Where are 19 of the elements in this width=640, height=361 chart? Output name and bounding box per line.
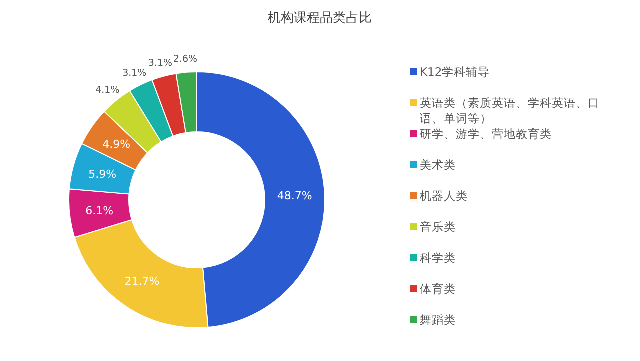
legend-label: 英语类（素质英语、学科英语、口语、单词等）: [420, 96, 600, 126]
legend-label: 科学类: [420, 251, 456, 266]
data-label: 4.9%: [102, 138, 131, 151]
data-label: 3.1%: [122, 68, 147, 79]
legend-label: 音乐类: [420, 220, 456, 234]
legend-label: K12学科辅导: [420, 65, 490, 80]
data-label: 3.1%: [148, 58, 173, 70]
data-label: 6.1%: [86, 204, 114, 218]
data-label: 4.1%: [96, 84, 120, 96]
legend-label: 舞蹈类: [420, 313, 456, 328]
chart-title: 机构课程品类占比: [268, 11, 372, 26]
data-label: 21.7%: [124, 275, 160, 288]
data-label: 48.7%: [277, 190, 312, 203]
legend-label: 机器人类: [420, 189, 468, 204]
data-label: 5.9%: [88, 168, 117, 181]
legend-label: 美术类: [420, 158, 456, 172]
legend-label: 体育类: [420, 282, 456, 296]
legend-label: 研学、游学、营地教育类: [420, 127, 552, 142]
data-label: 2.6%: [173, 54, 198, 65]
